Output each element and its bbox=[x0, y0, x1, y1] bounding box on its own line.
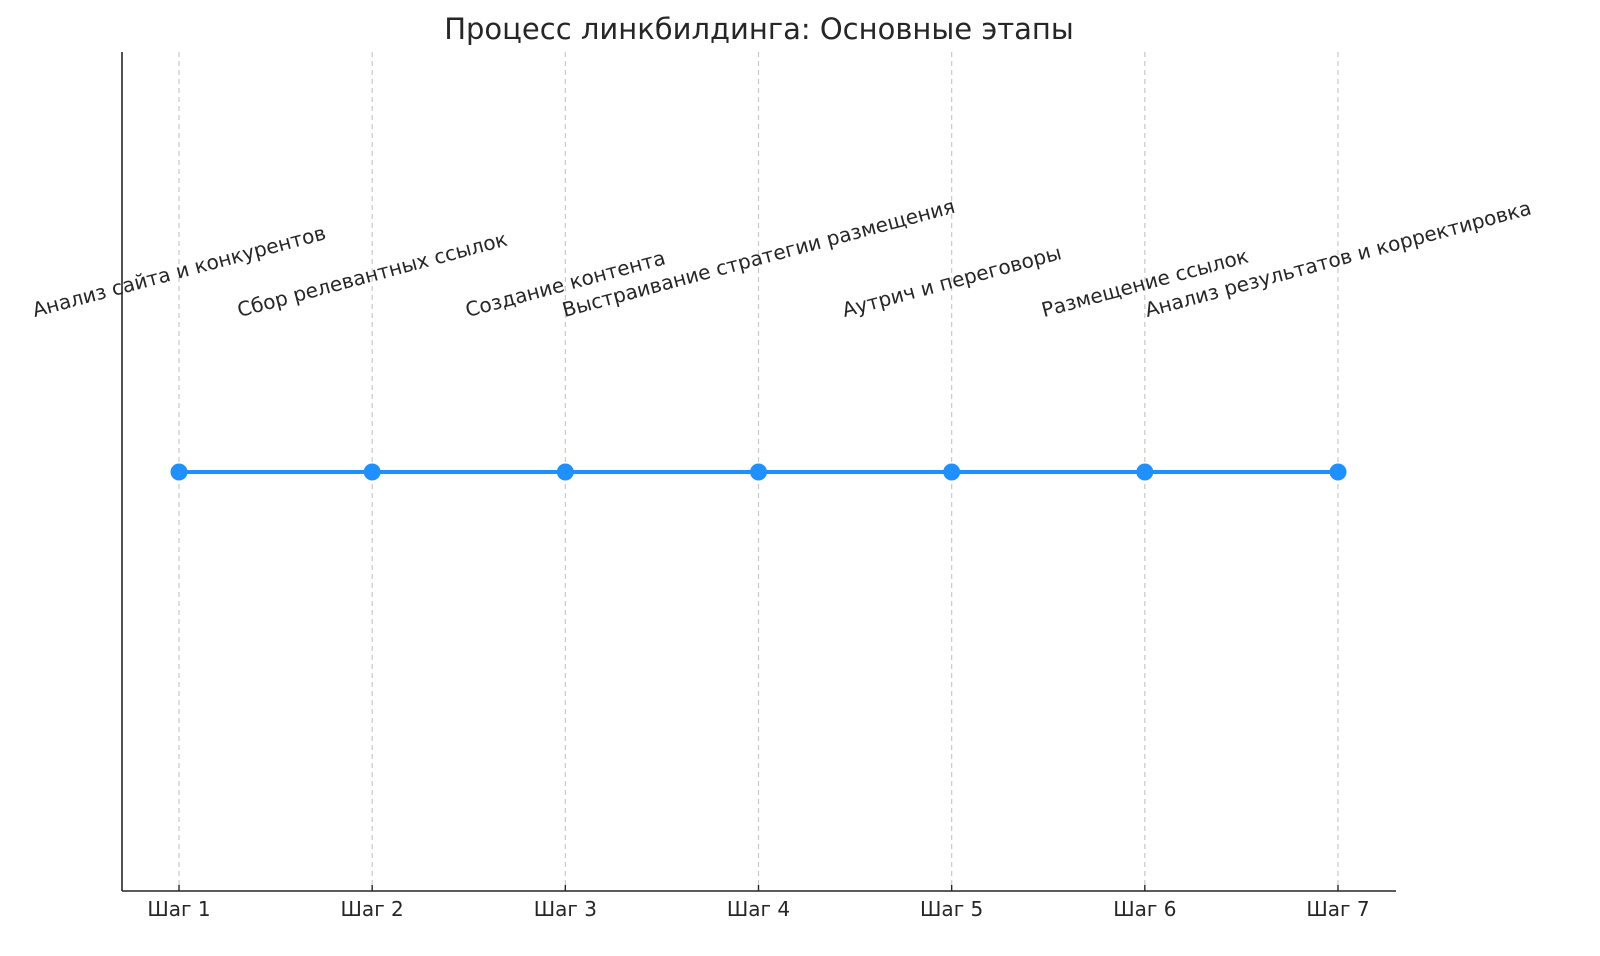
data-point bbox=[750, 463, 767, 481]
x-tick-label: Шаг 6 bbox=[1113, 897, 1176, 921]
data-point bbox=[1329, 463, 1347, 481]
x-tick-label: Шаг 4 bbox=[727, 897, 790, 921]
series-line bbox=[170, 463, 1347, 481]
x-tick-label: Шаг 7 bbox=[1306, 897, 1369, 921]
x-tick-label: Шаг 1 bbox=[147, 897, 210, 921]
x-tick-label: Шаг 5 bbox=[920, 897, 983, 921]
data-point bbox=[556, 463, 574, 481]
grid bbox=[178, 52, 1339, 891]
x-tick-label: Шаг 2 bbox=[341, 897, 404, 921]
x-ticks: Шаг 1 Шаг 2 Шаг 3 Шаг 4 Шаг 5 Шаг 6 Шаг 7 bbox=[147, 885, 1370, 921]
data-point bbox=[363, 463, 381, 481]
data-point bbox=[1136, 463, 1154, 481]
data-point bbox=[943, 463, 961, 481]
data-point bbox=[170, 463, 188, 481]
x-tick-label: Шаг 3 bbox=[534, 897, 597, 921]
chart-title: Процесс линкбилдинга: Основные этапы bbox=[444, 12, 1074, 46]
